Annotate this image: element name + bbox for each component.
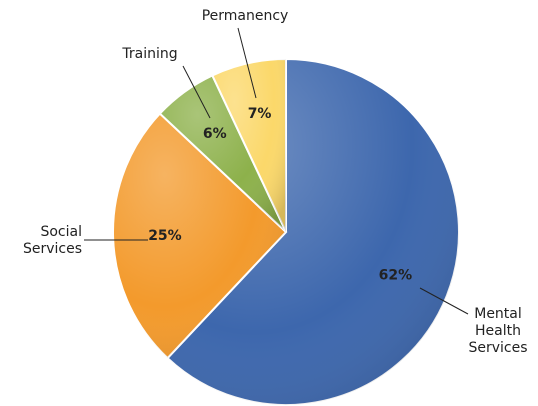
category-label: Permanency	[201, 8, 289, 24]
leader-line	[419, 287, 469, 315]
leader-line	[237, 27, 257, 99]
category-label: Social Services	[22, 224, 82, 257]
category-label: Mental Health Services	[468, 306, 528, 356]
value-label: 7%	[248, 106, 272, 122]
value-label: 25%	[148, 228, 182, 244]
category-label: Training	[122, 46, 178, 62]
value-label: 6%	[203, 126, 227, 142]
value-label: 62%	[379, 267, 413, 283]
leader-lines	[84, 27, 469, 315]
leader-line	[182, 65, 211, 119]
